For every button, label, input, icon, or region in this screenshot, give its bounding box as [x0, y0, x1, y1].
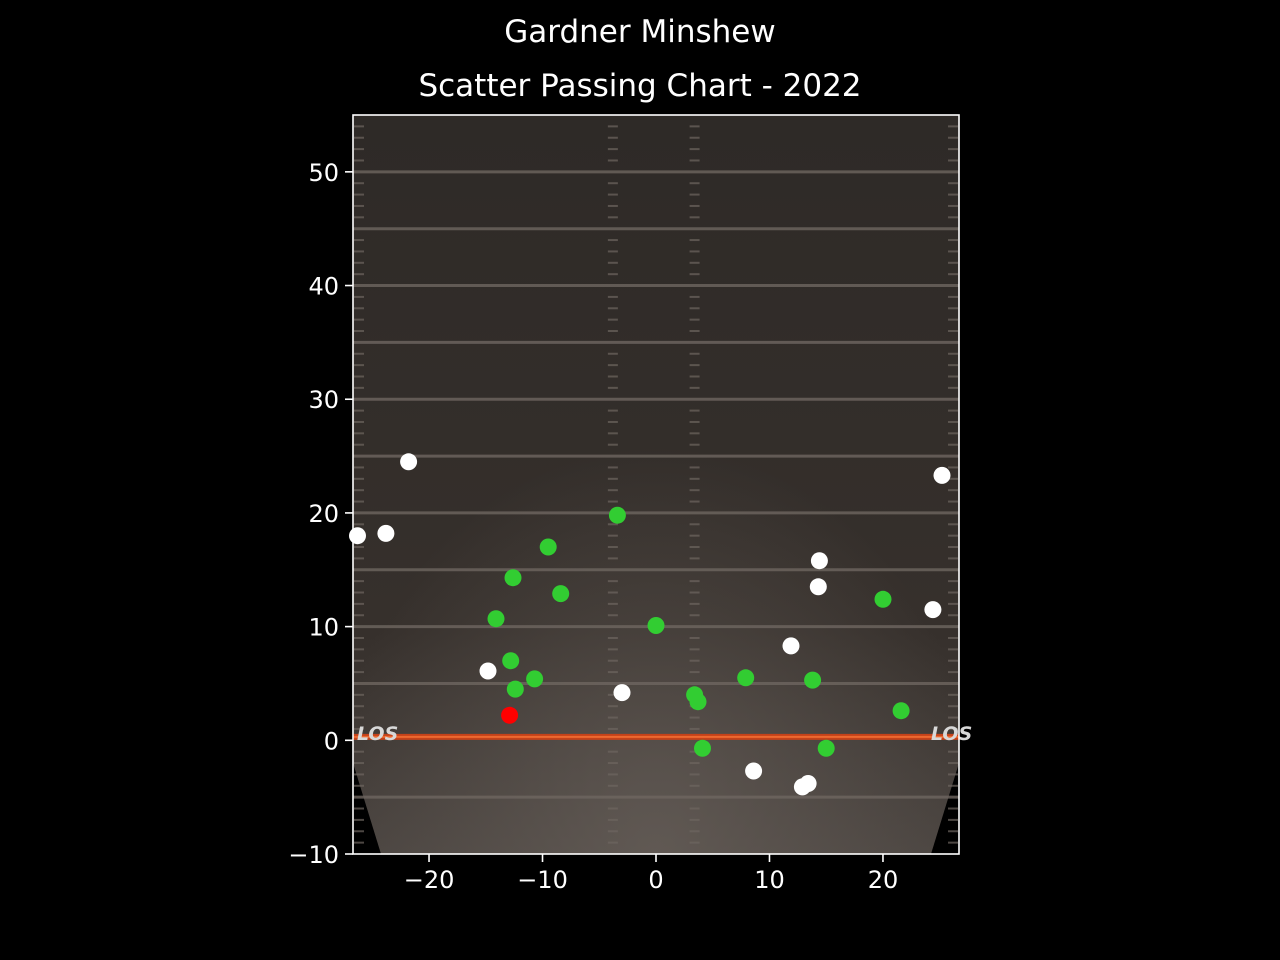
data-point [613, 684, 631, 702]
scatter-points [349, 453, 951, 796]
data-point [793, 778, 811, 796]
data-point [539, 538, 557, 556]
data-point [502, 652, 520, 670]
x-tick-label: 10 [754, 866, 785, 894]
los-labels: LOS LOS [357, 723, 972, 745]
data-point [526, 670, 544, 688]
los-label-right: LOS [931, 723, 972, 745]
data-point [501, 706, 519, 724]
y-tick-label: 50 [308, 159, 339, 187]
chart-suptitle: Gardner Minshew [504, 14, 776, 50]
data-point [377, 524, 395, 542]
los-label-left: LOS [357, 723, 398, 745]
data-point [892, 702, 910, 720]
y-tick-label: 10 [308, 614, 339, 642]
data-point [647, 617, 665, 634]
axes: −20 −10 0 10 20 −10 0 10 20 30 40 50 [288, 114, 960, 894]
data-point [804, 671, 822, 689]
football-field-background [353, 115, 959, 854]
x-tick-label: −20 [404, 866, 455, 894]
data-point [349, 527, 366, 545]
data-point [809, 578, 827, 596]
data-point [933, 466, 951, 484]
data-point [400, 453, 418, 471]
y-tick-label: 30 [308, 386, 339, 414]
data-point [782, 637, 800, 655]
data-point [479, 662, 497, 680]
data-point [694, 739, 711, 757]
data-point [608, 506, 626, 524]
data-point [745, 762, 763, 780]
x-tick-label: 20 [868, 866, 899, 894]
field-glow [353, 115, 959, 854]
data-point [737, 669, 755, 687]
y-tick-label: −10 [288, 841, 339, 869]
chart-title: Scatter Passing Chart - 2022 [418, 68, 862, 104]
data-point [874, 590, 892, 608]
data-point [504, 569, 522, 587]
data-point [924, 601, 942, 619]
y-tick-label: 0 [324, 727, 339, 755]
data-point [810, 552, 828, 570]
data-point [817, 739, 835, 757]
x-tick-label: −10 [517, 866, 568, 894]
data-point [689, 693, 707, 711]
y-tick-label: 40 [308, 273, 339, 301]
data-point [552, 585, 570, 603]
data-point [506, 680, 524, 698]
data-point [487, 610, 505, 628]
y-tick-label: 20 [308, 500, 339, 528]
x-tick-label: 0 [648, 866, 663, 894]
